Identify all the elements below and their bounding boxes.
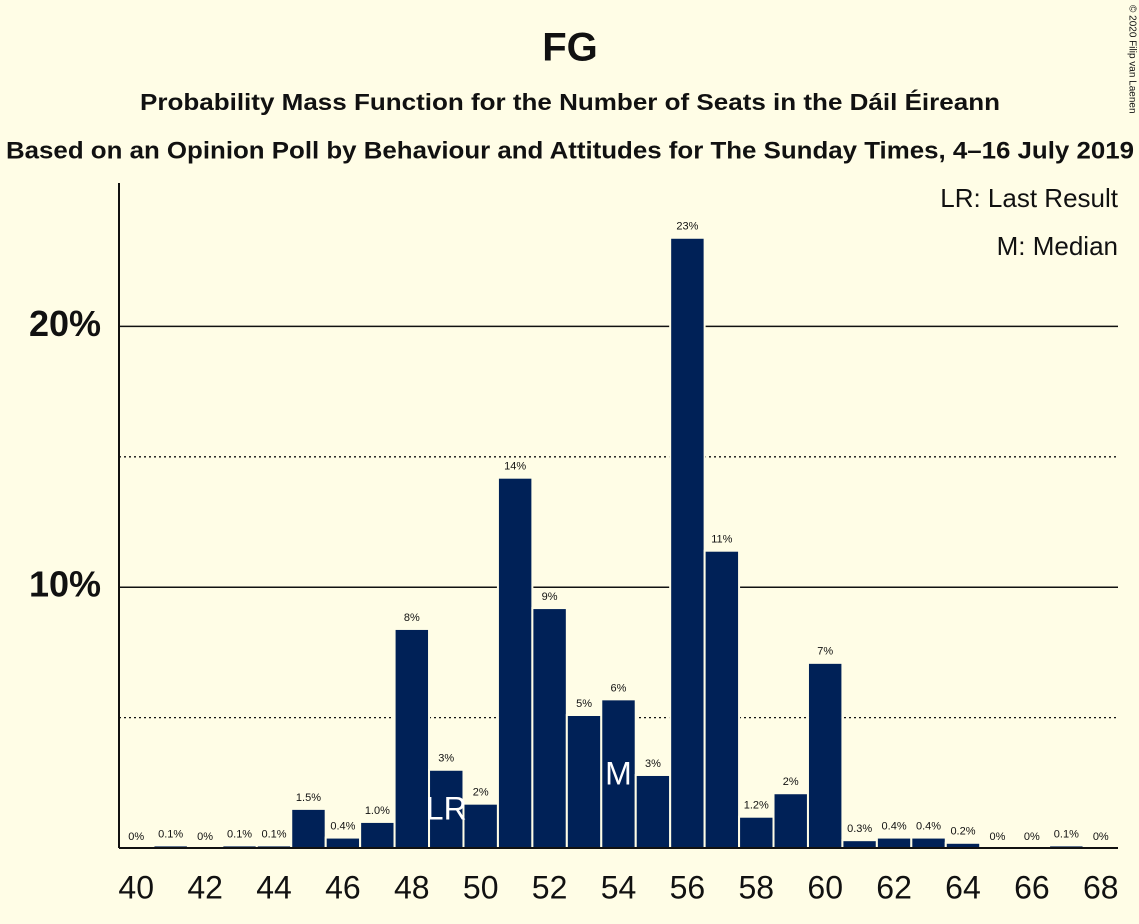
bar — [806, 661, 844, 849]
data-label: 0.4% — [330, 820, 355, 832]
data-label: 9% — [542, 591, 558, 603]
data-label: 3% — [438, 753, 454, 765]
bar — [359, 820, 396, 850]
bar — [669, 236, 706, 849]
bar — [634, 773, 672, 850]
x-tick-label: 60 — [807, 869, 843, 905]
data-label: 0% — [989, 831, 1005, 843]
data-label: 0.1% — [1054, 828, 1079, 840]
legend-entry: M: Median — [997, 231, 1118, 261]
data-label: 0.1% — [158, 828, 183, 840]
marker-label: LR — [426, 790, 467, 826]
bar — [703, 549, 741, 849]
x-tick-label: 44 — [256, 869, 292, 905]
data-label: 0% — [1093, 831, 1109, 843]
data-label: 7% — [817, 646, 833, 658]
y-tick-label: 20% — [29, 303, 101, 344]
bar — [393, 627, 431, 849]
data-label: 23% — [676, 221, 698, 233]
chart-subtitle: Probability Mass Function for the Number… — [140, 88, 1000, 115]
x-tick-label: 52 — [532, 869, 568, 905]
x-tick-label: 42 — [187, 869, 223, 905]
bar — [772, 792, 809, 849]
data-label: 0.4% — [882, 820, 907, 832]
bar — [600, 698, 637, 850]
bar — [565, 714, 603, 849]
y-tick-label: 10% — [29, 564, 101, 605]
data-label: 0.1% — [261, 828, 286, 840]
data-label: 11% — [711, 534, 732, 546]
x-tick-label: 46 — [325, 869, 361, 905]
bar — [841, 839, 878, 849]
data-label: 1.0% — [365, 805, 390, 817]
bar — [531, 607, 568, 849]
data-label: 0% — [197, 831, 213, 843]
x-tick-label: 54 — [601, 869, 637, 905]
x-tick-label: 62 — [876, 869, 912, 905]
data-label: 5% — [576, 698, 592, 710]
x-tick-label: 68 — [1083, 869, 1119, 905]
chart-title: FG — [542, 26, 598, 70]
copyright: © 2020 Filip van Laenen — [1126, 5, 1137, 114]
chart-subtitle: Based on an Opinion Poll by Behaviour an… — [6, 137, 1134, 164]
data-label: 0% — [128, 831, 144, 843]
bar — [496, 476, 534, 849]
data-label: 14% — [504, 461, 526, 473]
x-tick-label: 66 — [1014, 869, 1050, 905]
data-label: 2% — [783, 776, 799, 788]
data-label: 0.3% — [847, 823, 872, 835]
x-tick-label: 56 — [670, 869, 706, 905]
x-tick-label: 40 — [118, 869, 154, 905]
data-label: 3% — [645, 758, 661, 770]
x-tick-label: 58 — [738, 869, 774, 905]
marker-label: M — [605, 755, 632, 791]
data-label: 1.5% — [296, 792, 321, 804]
x-tick-label: 50 — [463, 869, 499, 905]
data-label: 1.2% — [744, 800, 769, 812]
x-tick-label: 64 — [945, 869, 981, 905]
data-label: 0.4% — [916, 820, 941, 832]
legend-entry: LR: Last Result — [940, 183, 1119, 213]
data-label: 0% — [1024, 831, 1040, 843]
bar — [324, 836, 362, 849]
data-label: 8% — [404, 612, 420, 624]
data-label: 0.2% — [950, 826, 975, 838]
bar — [428, 768, 465, 849]
bar — [910, 836, 947, 849]
bar — [290, 807, 327, 849]
bar — [875, 836, 913, 849]
bar — [738, 815, 775, 849]
data-label: 6% — [611, 682, 627, 694]
data-label: 0.1% — [227, 828, 252, 840]
x-tick-label: 48 — [394, 869, 430, 905]
bar — [462, 802, 499, 850]
data-label: 2% — [473, 787, 489, 799]
